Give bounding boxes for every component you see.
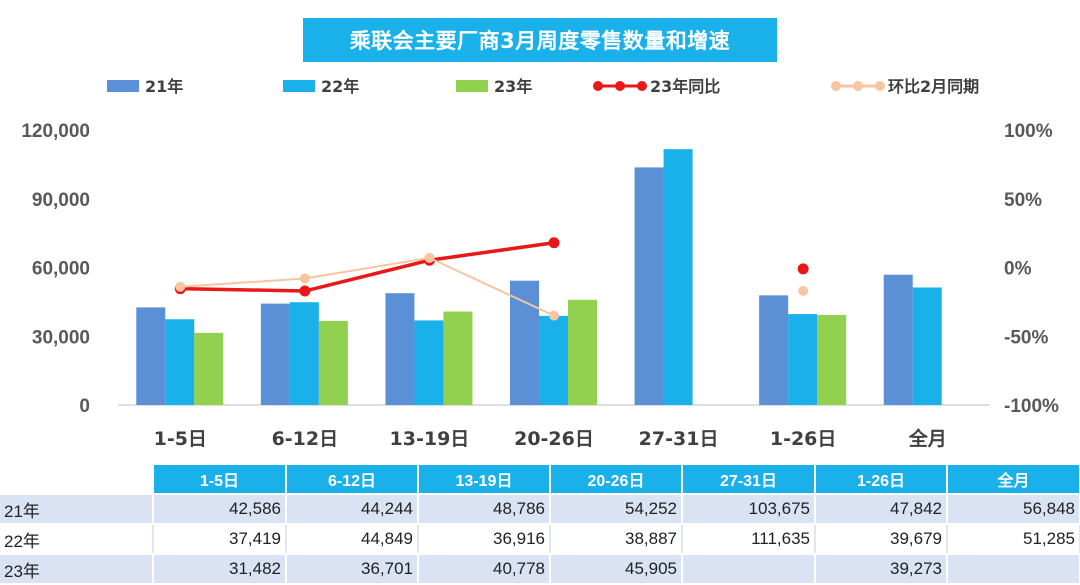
line-环比2月同期 [180, 256, 555, 317]
bar-22年 [165, 319, 195, 405]
table-cell: 36,916 [418, 524, 551, 555]
legend-marker [593, 81, 603, 91]
y-right-tick-label: -50% [1004, 327, 1048, 348]
table-row: 22年 37,419 44,849 36,916 38,887 111,635 … [0, 524, 1080, 555]
x-tick-label: 1-5日 [154, 428, 207, 450]
x-tick-label: 20-26日 [514, 428, 594, 450]
table-cell: 39,679 [815, 524, 948, 555]
y-left-tick-label: 0 [79, 396, 90, 417]
bar-21年 [883, 274, 913, 405]
table-cell: 45,905 [550, 554, 683, 585]
table-header: 13-19日 [418, 465, 551, 495]
bar-22年 [414, 320, 444, 405]
bar-22年 [912, 287, 942, 405]
legend-marker [615, 81, 625, 91]
bar-21年 [759, 295, 789, 405]
y-left-tick-label: 120,000 [21, 121, 90, 142]
table-cell: 47,842 [815, 494, 948, 525]
table-cell: 31,482 [153, 554, 287, 585]
point-环比2月同期 [424, 252, 435, 263]
x-tick-label: 13-19日 [390, 428, 470, 450]
y-left-tick-label: 60,000 [32, 259, 90, 280]
legend-marker [853, 81, 863, 91]
table-header: 6-12日 [286, 465, 419, 495]
point-环比2月同期 [549, 310, 559, 321]
point-23年同比 [299, 285, 311, 297]
table-cell: 37,419 [153, 524, 287, 555]
point-23年同比 [797, 263, 809, 275]
table-cell: 103,675 [682, 494, 816, 525]
table-cell: 48,786 [418, 494, 551, 525]
bar-21年 [634, 167, 664, 405]
table-row: 23年 31,482 36,701 40,778 45,905 39,273 [0, 554, 1080, 585]
bar-22年 [663, 149, 693, 405]
y-right-tick-label: 50% [1004, 190, 1042, 211]
bar-21年 [136, 307, 166, 405]
y-right-tick-label: -100% [1004, 396, 1059, 417]
table-cell: 42,586 [153, 494, 287, 525]
table-header: 1-26日 [815, 465, 948, 495]
x-tick-label: 27-31日 [639, 428, 719, 450]
table-cell: 36,701 [286, 554, 419, 585]
bar-21年 [260, 303, 290, 405]
table-header: 20-26日 [550, 465, 683, 495]
table-cell: 111,635 [682, 524, 816, 555]
point-环比2月同期 [299, 273, 310, 284]
table-cell: 44,244 [286, 494, 419, 525]
y-right-tick-label: 100% [1004, 121, 1053, 142]
table-header: 全月 [947, 465, 1080, 495]
line-23年同比 [180, 241, 555, 293]
bar-23年 [568, 299, 597, 405]
bar-23年 [817, 314, 847, 405]
chart-title: 乘联会主要厂商3月周度零售数量和增速 [303, 18, 777, 62]
x-tick-label: 全月 [908, 427, 947, 450]
data-table: 1-5日 6-12日 13-19日 20-26日 27-31日 1-26日 全月… [0, 465, 1080, 585]
y-left-tick-label: 30,000 [32, 327, 90, 348]
row-label: 21年 [0, 494, 154, 525]
legend-swatch [456, 80, 488, 92]
table-corner [0, 465, 154, 495]
point-环比2月同期 [798, 285, 809, 296]
point-23年同比 [548, 237, 560, 249]
legend-label: 环比2月同期 [888, 77, 979, 96]
bar-21年 [510, 280, 539, 405]
bar-23年 [194, 332, 224, 405]
table-cell: 54,252 [550, 494, 683, 525]
table-cell: 56,848 [947, 494, 1080, 525]
legend-marker [875, 81, 885, 91]
table-cell: 40,778 [418, 554, 551, 585]
legend-label: 23年同比 [650, 77, 720, 96]
legend-swatch [283, 80, 315, 92]
table-header-row: 1-5日 6-12日 13-19日 20-26日 27-31日 1-26日 全月 [0, 465, 1080, 495]
bar-22年 [539, 315, 568, 405]
table-cell: 38,887 [550, 524, 683, 555]
point-环比2月同期 [175, 281, 186, 292]
bar-23年 [318, 320, 348, 405]
table-cell: 51,285 [947, 524, 1080, 555]
table-row: 21年 42,586 44,244 48,786 54,252 103,675 … [0, 494, 1080, 525]
x-tick-label: 1-26日 [770, 428, 837, 450]
bar-21年 [385, 293, 415, 405]
row-label: 23年 [0, 554, 154, 585]
legend-label: 22年 [321, 77, 359, 96]
legend-label: 21年 [145, 77, 183, 96]
bar-22年 [289, 302, 319, 405]
table-cell [947, 554, 1080, 585]
row-label: 22年 [0, 524, 154, 555]
y-right-tick-label: 0% [1004, 259, 1032, 280]
table-header: 1-5日 [153, 465, 287, 495]
table-header: 27-31日 [682, 465, 816, 495]
table-cell [682, 554, 816, 585]
y-left-tick-label: 90,000 [32, 190, 90, 211]
chart-area: 0 30,000 60,000 90,000 120,000 -100% -50% 0% 50%… [21, 77, 1059, 450]
legend-marker [831, 81, 841, 91]
table-cell: 44,849 [286, 524, 419, 555]
bar-23年 [443, 311, 473, 405]
table-cell: 39,273 [815, 554, 948, 585]
legend-swatch [107, 80, 139, 92]
legend-label: 23年 [494, 77, 532, 96]
legend-marker [637, 81, 647, 91]
bar-22年 [788, 314, 818, 405]
x-tick-label: 6-12日 [272, 428, 339, 450]
